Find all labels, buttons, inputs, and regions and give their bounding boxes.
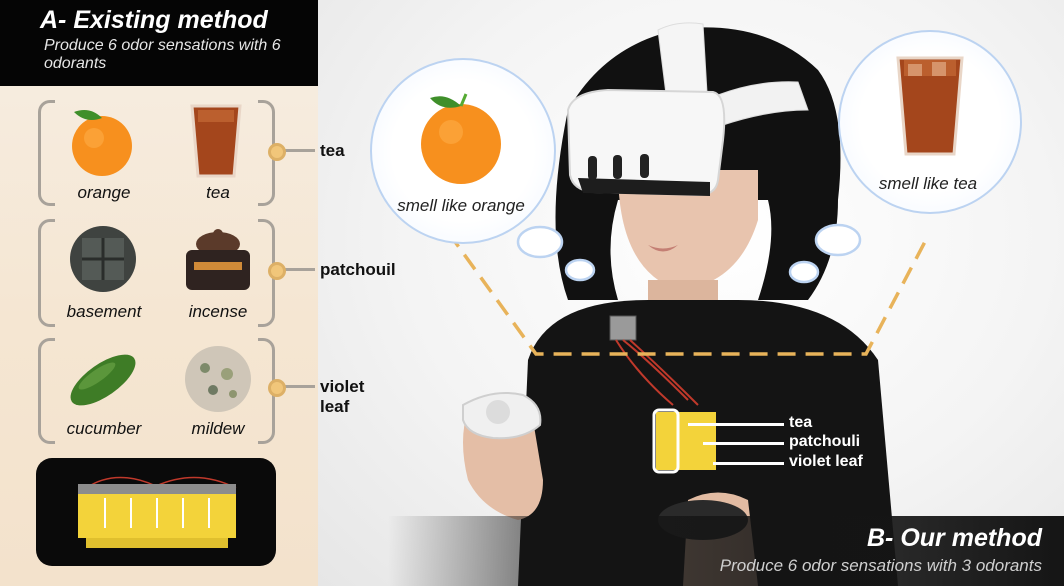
iced-tea-icon [892, 52, 968, 165]
group-label-patchouil: patchouil [320, 260, 396, 279]
incense-burner-icon [180, 226, 256, 301]
item-label-incense: incense [188, 302, 248, 321]
group-knob [268, 262, 286, 280]
existing-method-header: A- Existing method Produce 6 odor sensat… [0, 0, 318, 86]
callout-line-violet-leaf [713, 462, 784, 465]
group-knob [268, 379, 286, 397]
group-knob [268, 143, 286, 161]
group-bracket-left [38, 338, 55, 444]
iced-tea-icon [188, 102, 244, 185]
bubble-text-left: smell like orange [397, 196, 525, 215]
basement-icon [68, 224, 138, 299]
callout-line-tea [688, 423, 784, 426]
mildew-icon [183, 344, 253, 419]
item-label-tea: tea [206, 183, 230, 202]
item-label-cucumber: cucumber [66, 419, 142, 438]
bubble-text-right: smell like tea [878, 174, 978, 193]
group-connector [275, 149, 315, 152]
group-bracket-left [38, 100, 55, 206]
group-connector [275, 385, 315, 388]
vr-user-photo: smell like orange smell like tea tea pat… [318, 0, 1064, 586]
existing-method-panel: A- Existing method Produce 6 odor sensat… [0, 0, 396, 586]
existing-method-subtitle: Produce 6 odor sensations with 6 odorant… [44, 37, 281, 72]
callout-tea: tea [789, 414, 813, 431]
callout-line-patchouli [703, 442, 784, 445]
item-label-basement: basement [66, 302, 142, 321]
group-connector [275, 268, 315, 271]
our-method-title: B- Our method [867, 524, 1042, 552]
existing-method-title: A- Existing method [40, 6, 268, 34]
item-label-mildew: mildew [191, 419, 245, 438]
callout-patchouli: patchouli [789, 433, 861, 450]
group-label-tea: tea [320, 141, 345, 160]
group-bracket-left [38, 219, 55, 327]
item-label-orange: orange [77, 183, 131, 202]
callout-violet-leaf: violet leaf [789, 453, 863, 470]
group-label-violet-leaf: violet leaf [320, 377, 365, 416]
our-method-banner: B- Our method Produce 6 odor sensations … [388, 516, 1064, 586]
six-cartridge-device-photo [36, 458, 276, 566]
cucumber-icon [62, 344, 144, 421]
our-method-subtitle: Produce 6 odor sensations with 3 odorant… [719, 556, 1042, 575]
orange-icon [416, 86, 506, 191]
orange-icon [66, 104, 138, 183]
